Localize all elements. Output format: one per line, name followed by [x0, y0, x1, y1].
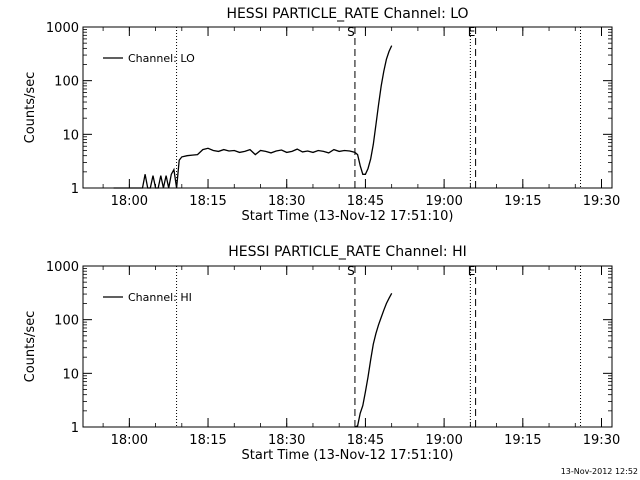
x-tick-label-lo: 19:30 — [583, 194, 620, 209]
series-line-hi — [354, 292, 393, 428]
x-tick-label-hi: 19:00 — [425, 433, 462, 448]
plot-frame-lo — [82, 26, 613, 189]
y-tick-label-lo: 1000 — [46, 21, 79, 36]
x-tick-label-lo: 18:15 — [189, 194, 226, 209]
x-tick-label-lo: 19:15 — [504, 194, 541, 209]
y-tick-label-lo: 100 — [54, 75, 79, 90]
x-axis-label-lo: Start Time (13-Nov-12 17:51:10) — [242, 209, 454, 224]
x-tick-label-lo: 18:00 — [111, 194, 148, 209]
marker-label-e-lo: E — [468, 25, 476, 39]
x-tick-label-lo: 18:45 — [347, 194, 384, 209]
y-tick-label-lo: 10 — [62, 128, 79, 143]
series-line-lo — [113, 45, 393, 189]
plot-frame-hi — [82, 265, 613, 428]
x-tick-label-hi: 18:15 — [189, 433, 226, 448]
panel-lo: HESSI PARTICLE_RATE Channel: LO 1 10 100 100… — [23, 6, 620, 224]
chart-title-lo: HESSI PARTICLE_RATE Channel: LO — [226, 6, 468, 22]
marker-label-s-hi: S — [347, 264, 355, 278]
y-tick-label-lo: 1 — [71, 182, 79, 197]
x-tick-label-lo: 18:30 — [268, 194, 305, 209]
x-tick-label-hi: 18:45 — [347, 433, 384, 448]
y-tick-label-hi: 1 — [71, 421, 79, 436]
x-tick-label-hi: 18:00 — [111, 433, 148, 448]
x-tick-label-hi: 19:15 — [504, 433, 541, 448]
panel-lo-marks: HESSI PARTICLE_RATE Channel: LO 1 10 100 100… — [23, 6, 620, 224]
panel-hi: HESSI PARTICLE_RATE Channel: HI 1 10 100 100… — [23, 244, 620, 463]
x-tick-label-hi: 19:30 — [583, 433, 620, 448]
y-axis-label-lo: Counts/sec — [23, 72, 38, 144]
x-tick-label-hi: 18:30 — [268, 433, 305, 448]
panel-hi-marks: HESSI PARTICLE_RATE Channel: HI 1 10 100 100… — [23, 244, 620, 463]
y-tick-label-hi: 10 — [62, 367, 79, 382]
y-axis-label-hi: Counts/sec — [23, 311, 38, 383]
legend-label-lo: Channel: LO — [128, 52, 195, 65]
legend-label-hi: Channel: HI — [128, 291, 192, 304]
chart-title-hi: HESSI PARTICLE_RATE Channel: HI — [228, 244, 466, 260]
x-tick-label-lo: 19:00 — [425, 194, 462, 209]
marker-label-s-lo: S — [347, 25, 355, 39]
footer-timestamp: 13-Nov-2012 12:52 — [561, 467, 638, 476]
marker-label-e-hi: E — [468, 264, 476, 278]
x-axis-label-hi: Start Time (13-Nov-12 17:51:10) — [242, 448, 454, 463]
y-tick-label-hi: 100 — [54, 314, 79, 329]
y-tick-label-hi: 1000 — [46, 260, 79, 275]
